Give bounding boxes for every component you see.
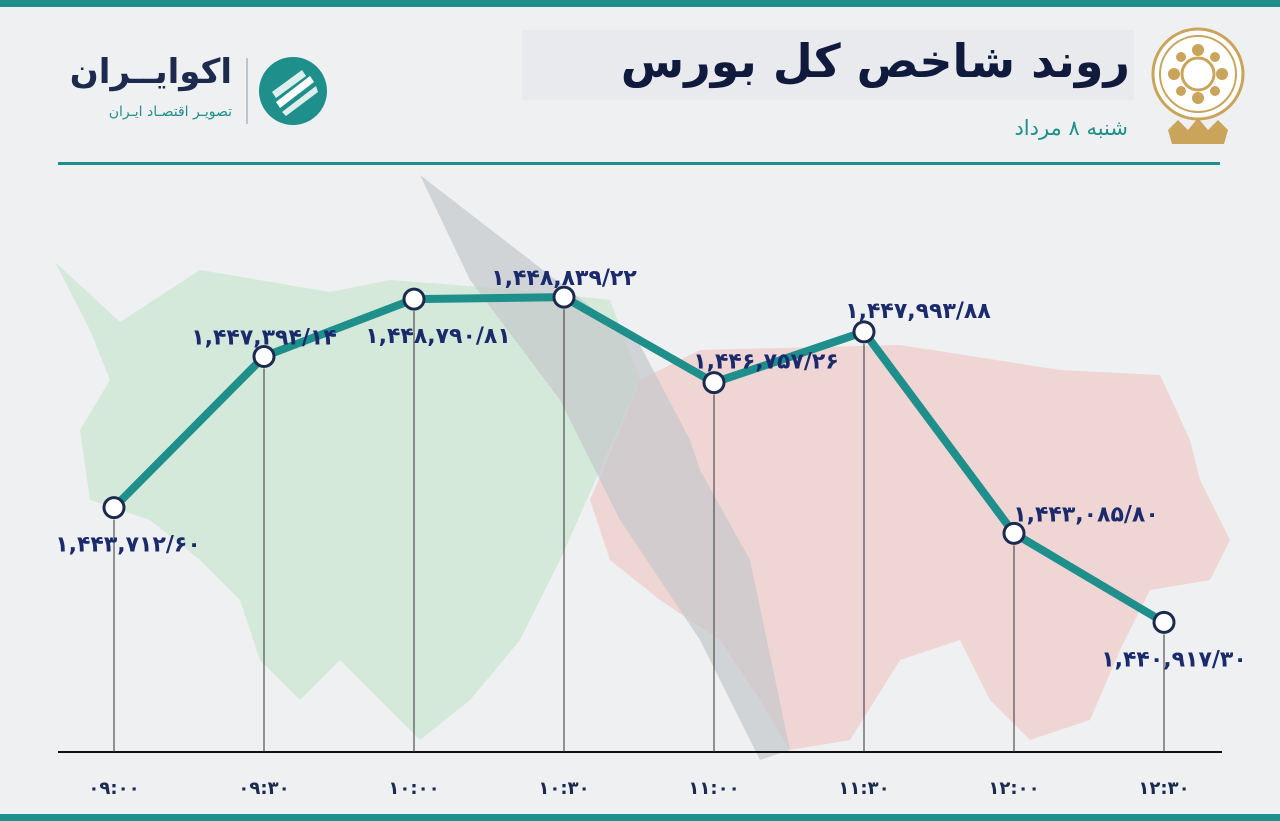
brand-tagline: تصویـر اقتصـاد ایـران	[108, 104, 232, 120]
data-point	[1152, 610, 1176, 634]
x-tick-label: ۰۹:۰۰	[88, 778, 139, 799]
brand-name: اکوایــران	[69, 52, 232, 92]
data-point	[852, 320, 876, 344]
x-tick-label: ۰۹:۳۰	[238, 778, 289, 799]
date-subtitle: شنبه ۸ مرداد	[1014, 116, 1128, 140]
series-line	[110, 293, 1168, 627]
data-point	[252, 344, 276, 368]
x-tick-label: ۱۱:۳۰	[838, 778, 889, 799]
data-label: ۱,۴۴۶,۷۵۷/۲۶	[693, 350, 839, 375]
brand-logo-icon	[259, 57, 327, 125]
data-label: ۱,۴۴۳,۷۱۲/۶۰	[55, 533, 201, 558]
page-title: روند شاخص کل بورس	[620, 34, 1130, 88]
data-point	[552, 285, 576, 309]
title-background	[522, 30, 1134, 100]
header-divider	[58, 162, 1220, 165]
data-point	[102, 496, 126, 520]
data-point	[1002, 521, 1026, 545]
data-label: ۱,۴۴۷,۹۹۳/۸۸	[845, 299, 991, 324]
top-border	[0, 0, 1280, 7]
bull-silhouette-icon	[55, 262, 640, 740]
x-tick-label: ۱۱:۰۰	[688, 778, 739, 799]
data-label: ۱,۴۴۸,۷۹۰/۸۱	[365, 324, 511, 349]
bottom-border	[0, 814, 1280, 821]
data-point	[702, 371, 726, 395]
data-point	[402, 287, 426, 311]
x-tick-label: ۱۲:۳۰	[1138, 778, 1189, 799]
data-label: ۱,۴۴۳,۰۸۵/۸۰	[1013, 502, 1159, 527]
brand-separator	[246, 58, 248, 124]
x-tick-label: ۱۲:۰۰	[988, 778, 1039, 799]
tehran-stock-exchange-emblem-icon	[1151, 27, 1245, 144]
x-tick-label: ۱۰:۰۰	[388, 778, 439, 799]
data-label: ۱,۴۴۰,۹۱۷/۳۰	[1101, 647, 1247, 672]
x-tick-label: ۱۰:۳۰	[538, 778, 589, 799]
